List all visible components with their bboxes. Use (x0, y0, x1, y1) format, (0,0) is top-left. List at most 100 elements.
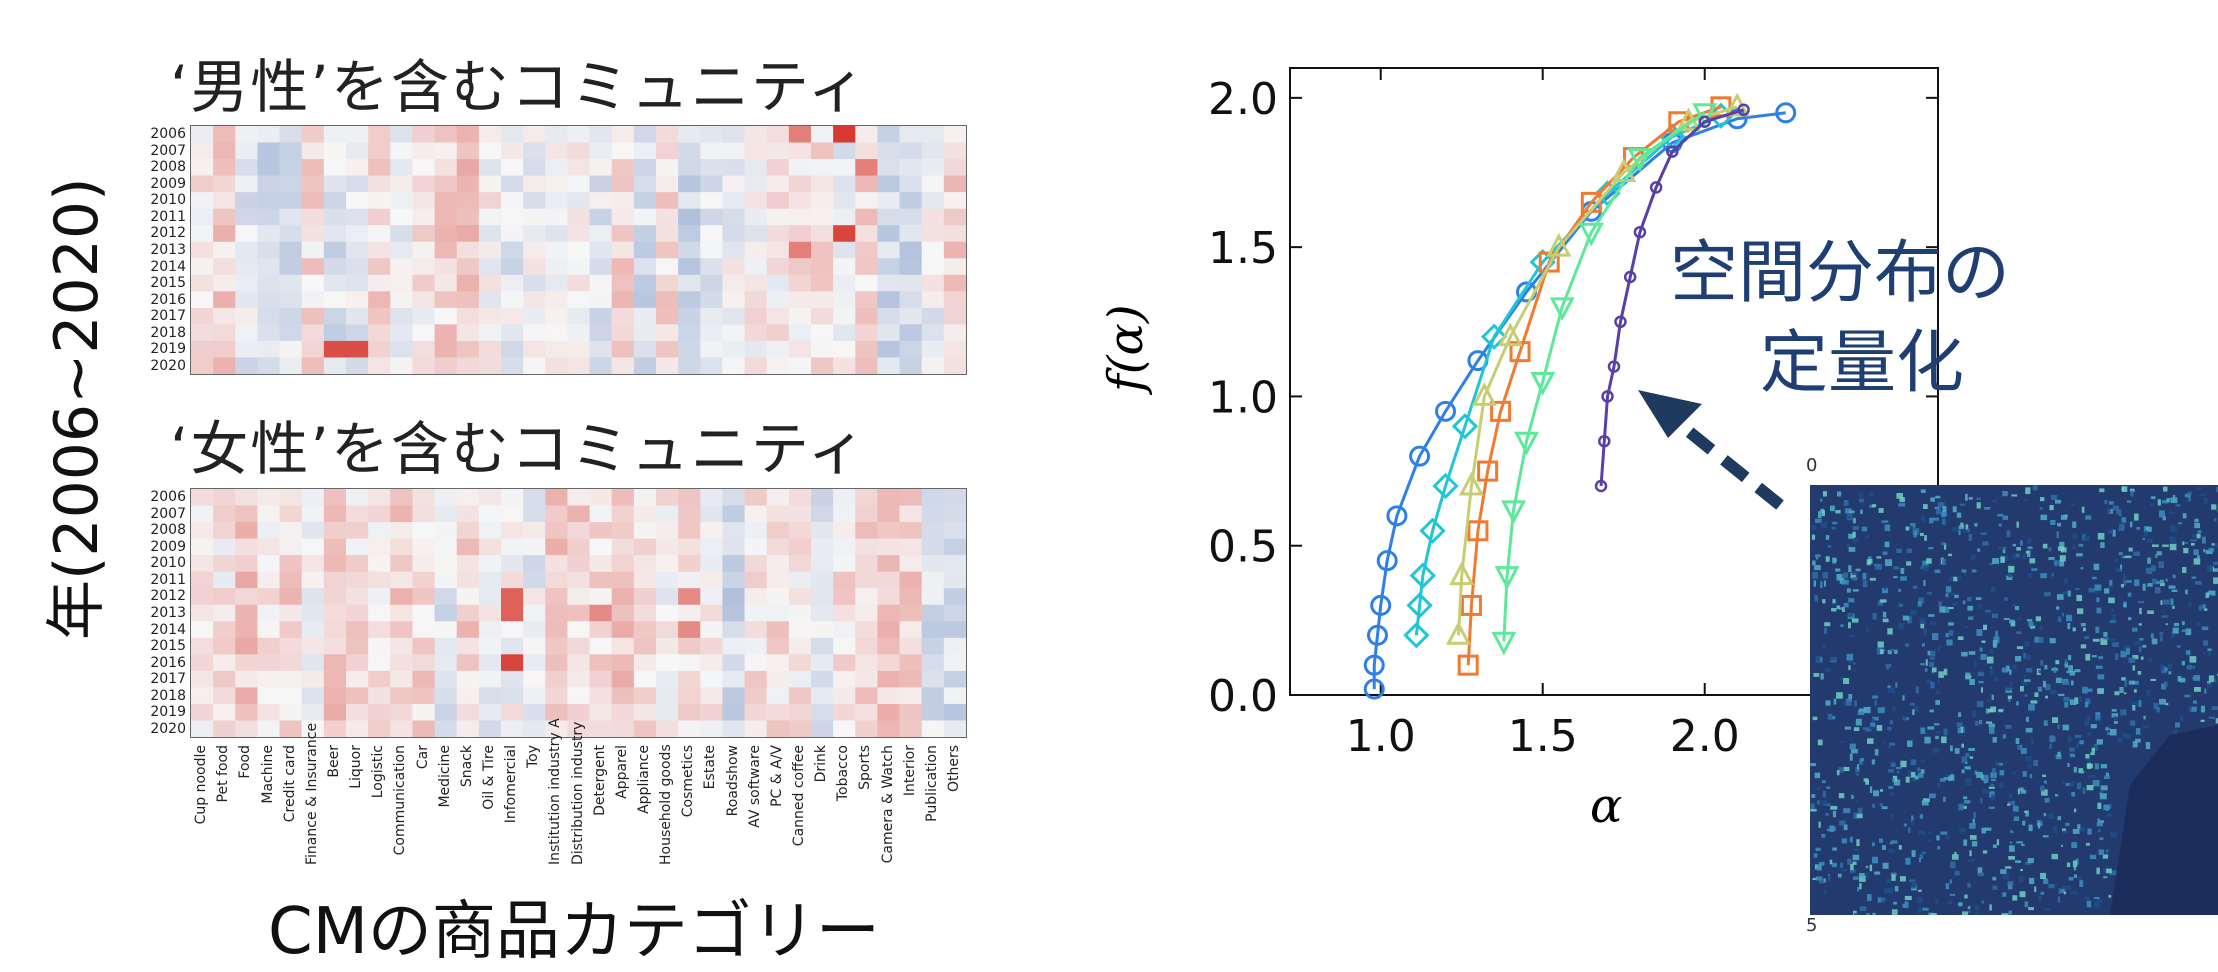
heatmap-cell (700, 291, 723, 308)
heatmap-cell (833, 522, 856, 539)
heatmap-cell (590, 489, 613, 506)
map-pixel (1882, 806, 1888, 809)
heatmap-cell (656, 539, 679, 556)
heatmap-cell (634, 258, 657, 275)
map-pixel (1891, 875, 1895, 881)
map-pixel (1958, 804, 1964, 811)
heatmap-cell (833, 638, 856, 655)
heatmap-cell (590, 654, 613, 671)
heatmap-cell (435, 143, 458, 160)
heatmap-cell (191, 275, 214, 292)
heatmap-cell (767, 638, 790, 655)
map-pixel (1927, 592, 1932, 594)
map-pixel (2033, 760, 2038, 766)
heatmap-cell (722, 522, 745, 539)
category-tick-label: Pet food (215, 745, 231, 865)
heatmap-cell (700, 341, 723, 358)
map-pixel (1908, 827, 1911, 833)
heatmap-cell (811, 357, 834, 374)
category-tick-label: Distribution industry (570, 745, 586, 865)
map-pixel (2050, 690, 2057, 694)
heatmap-cell (191, 621, 214, 638)
heatmap-cell (368, 654, 391, 671)
heatmap-cell (213, 357, 236, 374)
heatmap-cell (700, 605, 723, 622)
map-pixel (1934, 723, 1939, 725)
map-pixel (2203, 498, 2208, 504)
heatmap-cell (412, 324, 435, 341)
heatmap-cell (567, 159, 590, 176)
map-pixel (2004, 618, 2010, 620)
heatmap-cell (457, 588, 480, 605)
heatmap-cell (435, 572, 458, 589)
heatmap-cell (900, 225, 923, 242)
map-pixel (1917, 897, 1923, 903)
map-pixel (1822, 599, 1825, 603)
map-pixel (2002, 491, 2008, 496)
map-pixel (1854, 670, 1857, 672)
year-tick-label: 2006 (138, 127, 186, 141)
heatmap-cell (523, 291, 546, 308)
heatmap-cell (235, 159, 258, 176)
map-pixel (1972, 570, 1977, 573)
heatmap-cell (634, 506, 657, 523)
map-pixel (2089, 775, 2096, 778)
map-pixel (2146, 568, 2153, 574)
heatmap-cell (545, 621, 568, 638)
map-pixel (1969, 651, 1976, 655)
map-pixel (1970, 835, 1977, 840)
heatmap-cell (257, 275, 280, 292)
map-pixel (2129, 681, 2135, 685)
map-pixel (2070, 699, 2077, 705)
map-pixel (1849, 635, 1855, 637)
map-pixel (1850, 837, 1853, 843)
heatmap-cell (191, 258, 214, 275)
map-pixel (1930, 657, 1934, 660)
map-pixel (2081, 644, 2087, 648)
map-pixel (1993, 845, 1997, 848)
map-pixel (1964, 800, 1970, 803)
heatmap-cell (877, 506, 900, 523)
heatmap-cell (612, 176, 635, 193)
map-pixel (1885, 542, 1890, 548)
year-tick-label: 2011 (138, 573, 186, 587)
map-pixel (2024, 499, 2028, 501)
heatmap-cell (789, 176, 812, 193)
heatmap-cell (877, 687, 900, 704)
heatmap-cell (257, 621, 280, 638)
map-pixel (2054, 560, 2060, 565)
map-pixel (1935, 736, 1939, 739)
map-pixel (1989, 904, 1991, 910)
map-pixel (2036, 616, 2041, 621)
heatmap-cell (191, 192, 214, 209)
heatmap-cell (722, 357, 745, 374)
map-pixel (2209, 717, 2215, 719)
map-pixel (1857, 764, 1859, 769)
heatmap-cell (700, 126, 723, 143)
map-pixel (2021, 844, 2025, 846)
heatmap-cell (390, 126, 413, 143)
map-pixel (1872, 504, 1876, 507)
map-pixel (2173, 495, 2175, 498)
y-tick-label: 1.0 (1208, 372, 1278, 423)
heatmap-cell (634, 176, 657, 193)
heatmap-cell (191, 654, 214, 671)
map-pixel (2086, 843, 2090, 846)
heatmap-cell (545, 291, 568, 308)
map-pixel (1987, 657, 1994, 664)
heatmap-cell (745, 308, 768, 325)
map-pixel (1844, 603, 1849, 608)
heatmap-cell (789, 225, 812, 242)
map-pixel (1932, 518, 1939, 521)
heatmap-cell (479, 159, 502, 176)
map-pixel (2214, 679, 2217, 681)
map-pixel (1949, 630, 1954, 636)
map-pixel (2060, 555, 2066, 561)
map-pixel (2178, 522, 2182, 524)
map-pixel (1943, 797, 1946, 802)
heatmap-cell (235, 258, 258, 275)
map-pixel (1823, 491, 1827, 496)
map-pixel (2017, 618, 2022, 620)
heatmap-cell (590, 720, 613, 737)
map-pixel (2010, 830, 2013, 833)
